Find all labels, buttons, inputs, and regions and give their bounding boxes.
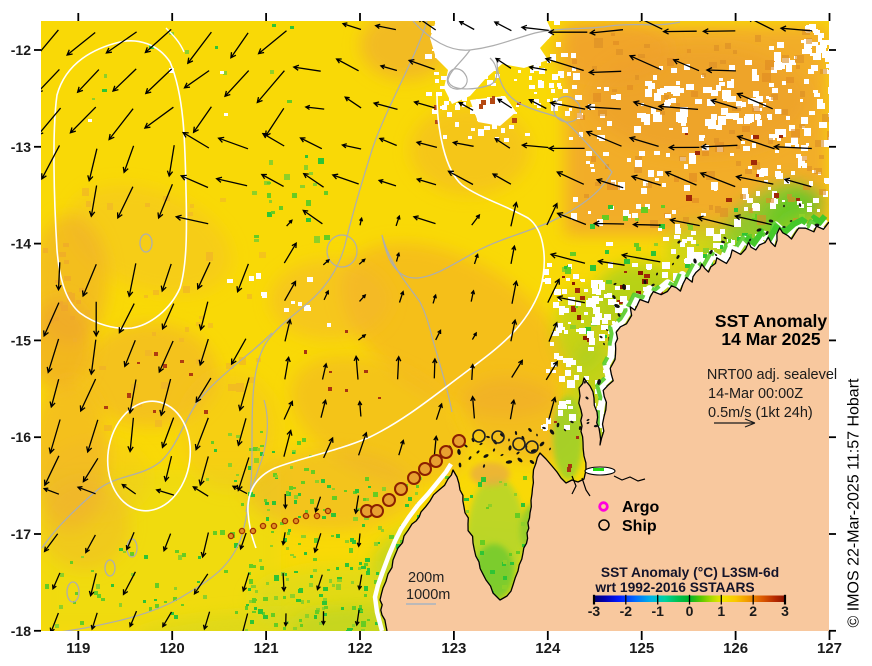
svg-text:14 Mar 2025: 14 Mar 2025 (721, 329, 821, 349)
svg-text:NRT00 adj. sealevel: NRT00 adj. sealevel (707, 367, 837, 383)
svg-text:-3: -3 (588, 603, 601, 619)
svg-text:1000m: 1000m (406, 587, 450, 603)
svg-text:-14: -14 (11, 236, 31, 252)
svg-text:127: 127 (817, 640, 842, 657)
svg-text:0.5m/s (1kt 24h): 0.5m/s (1kt 24h) (708, 405, 813, 421)
svg-text:126: 126 (723, 640, 748, 657)
svg-text:-13: -13 (11, 139, 31, 155)
svg-text:1: 1 (717, 603, 725, 619)
svg-text:-17: -17 (11, 526, 31, 542)
svg-text:119: 119 (66, 640, 90, 657)
svg-text:124: 124 (535, 640, 561, 657)
svg-text:-1: -1 (651, 603, 664, 619)
svg-text:0: 0 (686, 603, 694, 619)
svg-text:200m: 200m (408, 570, 444, 586)
svg-text:wrt 1992-2016 SSTAARS: wrt 1992-2016 SSTAARS (594, 580, 754, 595)
svg-text:-2: -2 (620, 603, 633, 619)
svg-text:Argo: Argo (622, 499, 660, 516)
svg-text:14-Mar 00:00Z: 14-Mar 00:00Z (708, 386, 803, 402)
svg-text:121: 121 (254, 640, 279, 657)
svg-text:125: 125 (629, 640, 654, 657)
svg-text:3: 3 (781, 603, 789, 619)
svg-text:-12: -12 (11, 42, 31, 58)
svg-text:Ship: Ship (622, 518, 657, 535)
svg-text:123: 123 (441, 640, 466, 657)
svg-text:-16: -16 (11, 429, 31, 445)
svg-text:SST Anomaly: SST Anomaly (715, 311, 827, 331)
svg-text:120: 120 (160, 640, 185, 657)
svg-text:SST Anomaly (°C) L3SM-6d: SST Anomaly (°C) L3SM-6d (601, 565, 779, 580)
svg-text:122: 122 (347, 640, 372, 657)
svg-text:2: 2 (749, 603, 757, 619)
svg-text:© IMOS 22-Mar-2025 11:57 Hobar: © IMOS 22-Mar-2025 11:57 Hobart (846, 378, 863, 627)
svg-text:-15: -15 (11, 332, 31, 348)
svg-text:-18: -18 (11, 623, 31, 639)
